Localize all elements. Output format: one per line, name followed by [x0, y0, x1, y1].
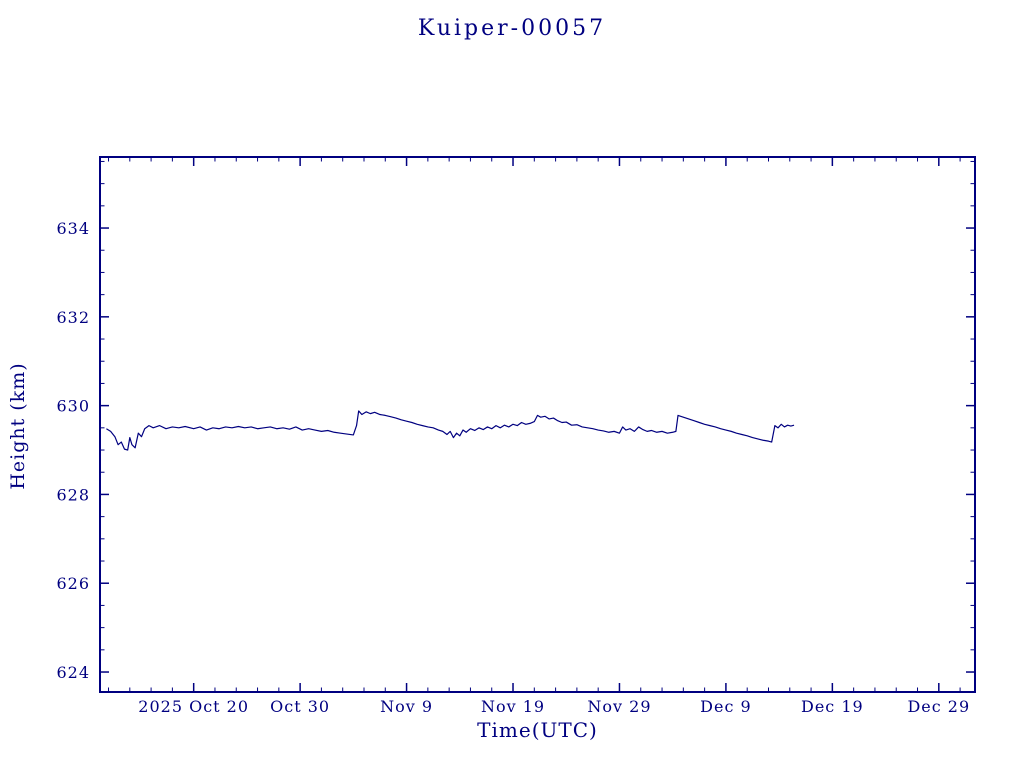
- x-tick-label: Nov 9: [380, 697, 433, 716]
- y-tick-label: 632: [56, 308, 90, 327]
- y-tick-label: 628: [56, 485, 90, 504]
- y-tick-label: 626: [56, 574, 90, 593]
- y-axis-label: Height (km): [7, 362, 29, 490]
- x-tick-label: Dec 19: [801, 697, 864, 716]
- plot-frame: [99, 156, 976, 693]
- x-tick-label: 2025 Oct 20: [138, 697, 249, 716]
- x-axis-label: Time(UTC): [477, 718, 598, 742]
- y-tick-label: 624: [56, 663, 90, 682]
- height-series-line: [106, 410, 795, 451]
- x-tick-label: Dec 29: [907, 697, 970, 716]
- chart-title: Kuiper-00057: [417, 16, 607, 41]
- x-tick-label: Nov 29: [587, 697, 651, 716]
- x-tick-label: Dec 9: [700, 697, 752, 716]
- y-tick-label: 634: [56, 219, 90, 238]
- y-tick-label: 630: [56, 397, 90, 416]
- x-tick-label: Nov 19: [481, 697, 545, 716]
- x-tick-label: Oct 30: [270, 697, 330, 716]
